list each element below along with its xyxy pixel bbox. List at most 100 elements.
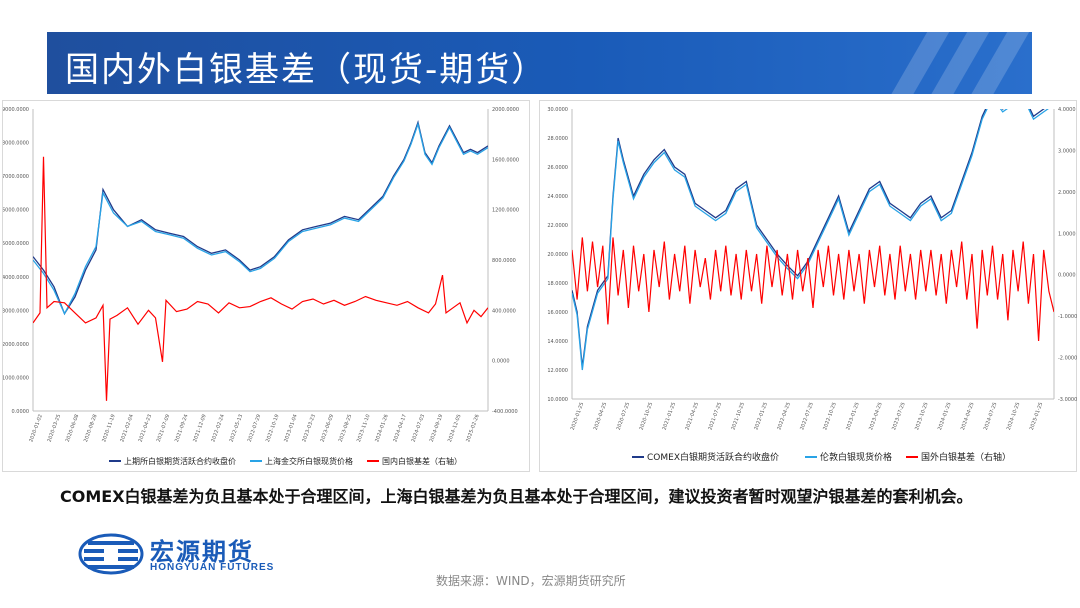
right-tick-label: -400.0000 [492,409,518,415]
right-tick-label: 0.0000 [1058,273,1076,279]
x-tick-label: 2021-07-09 [156,414,172,443]
left-tick-label: 4000.0000 [3,275,29,281]
x-tick-label: 2020-01-25 [570,402,586,431]
x-tick-label: 2021-01-25 [662,402,678,431]
legend-label: 国内白银基差（右轴） [382,456,462,466]
right-tick-label: 400.0000 [492,308,516,314]
chart-foreign-basis: 30.0000 28.0000 26.0000 24.0000 22.0000 20.00… [539,100,1077,472]
left-tick-label: 14.0000 [547,339,568,345]
legend-label: COMEX白银期货活跃合约收盘价 [647,451,779,463]
left-tick-label: 30.0000 [547,107,568,113]
left-tick-label: 24.0000 [547,194,568,200]
chart-domestic-basis: 9000.0000 8000.0000 7000.0000 6000.0000 5000… [2,100,530,472]
chart-domestic-svg: 9000.0000 8000.0000 7000.0000 6000.0000 5000… [3,107,519,466]
legend-label: 上期所白银期货活跃合约收盘价 [124,456,236,466]
x-tick-label: 2023-11-10 [356,414,372,443]
x-tick-label: 2020-11-19 [101,414,117,443]
x-tick-label: 2022-10-25 [822,402,838,431]
x-tick-label: 2023-07-25 [891,402,907,431]
series-line-1 [572,109,1045,368]
x-tick-label: 2024-04-25 [960,402,976,431]
left-tick-label: 6000.0000 [3,208,29,214]
x-tick-label: 2020-08-28 [83,414,99,443]
conclusion-text: COMEX白银基差为负且基本处于合理区间，上海白银基差为负且基本处于合理区间，建… [60,487,973,506]
series-line-2 [33,121,488,316]
x-tick-label: 2023-03-23 [301,414,317,443]
x-tick-label: 2024-01-26 [374,414,390,443]
series-line-3 [572,237,1054,342]
series-line-2 [572,109,1049,371]
page-title: 国内外白银基差（现货-期货） [65,50,548,90]
right-tick-label: 2000.0000 [492,107,519,113]
legend-label: 伦敦白银现货价格 [820,451,892,463]
x-tick-label: 2021-09-24 [174,414,190,443]
x-tick-label: 2024-12-05 [447,414,463,443]
left-tick-label: 18.0000 [547,281,568,287]
logo-cn: 宏源期货 [150,538,254,566]
left-tick-label: 10.0000 [547,397,568,403]
chart-foreign-svg: 30.0000 28.0000 26.0000 24.0000 22.0000 20.00… [547,107,1077,463]
series-line-1 [33,120,488,316]
company-logo: 宏源期货 HONGYUAN FUTURES [78,530,318,576]
x-tick-label: 2023-06-09 [320,414,336,443]
left-tick-label: 2000.0000 [3,342,29,348]
right-tick-label: 0.0000 [492,359,510,365]
left-tick-label: 20.0000 [547,252,568,258]
x-tick-label: 2025-02-26 [465,414,481,443]
left-tick-label: 12.0000 [547,368,568,374]
x-tick-label: 2024-07-03 [411,414,427,443]
x-tick-label: 2024-10-25 [1006,402,1022,431]
title-bar: 国内外白银基差（现货-期货） [47,32,1032,94]
x-tick-label: 2024-09-19 [429,414,445,443]
x-tick-label: 2020-07-25 [616,402,632,431]
x-tick-label: 2020-04-25 [593,402,609,431]
left-tick-label: 7000.0000 [3,174,29,180]
x-tick-label: 2022-07-25 [799,402,815,431]
x-tick-label: 2022-05-13 [229,414,245,443]
legend-label: 上海金交所白银现货价格 [265,456,353,466]
x-tick-label: 2021-04-25 [685,402,701,431]
right-tick-label: -2.0000 [1058,356,1077,362]
legend-label: 国外白银基差（右轴） [921,451,1011,463]
left-tick-label: 16.0000 [547,310,568,316]
x-tick-label: 2021-07-25 [707,402,723,431]
right-tick-label: -1.0000 [1058,314,1077,320]
x-tick-label: 2024-07-25 [983,402,999,431]
x-tick-label: 2024-04-17 [392,414,408,443]
x-tick-label: 2021-02-04 [119,414,135,443]
x-tick-label: 2022-04-25 [776,402,792,431]
data-source: 数据来源：WIND，宏源期货研究所 [436,574,626,588]
x-tick-label: 2020-10-25 [639,402,655,431]
x-tick-label: 2021-12-09 [192,414,208,443]
right-tick-label: 2.0000 [1058,190,1076,196]
logo-mark-icon [78,533,144,575]
right-tick-label: 1200.0000 [492,208,519,214]
x-tick-label: 2020-01-02 [28,414,44,443]
left-tick-label: 0.0000 [12,409,30,415]
x-tick-label: 2022-10-19 [265,414,281,443]
series-line-3 [33,156,488,401]
right-tick-label: 1.0000 [1058,231,1076,237]
x-tick-label: 2021-10-25 [730,402,746,431]
right-tick-label: -3.0000 [1058,397,1077,403]
x-tick-label: 2023-01-25 [845,402,861,431]
x-tick-label: 2023-01-04 [283,414,299,443]
x-tick-label: 2024-01-25 [937,402,953,431]
x-tick-label: 2023-10-25 [914,402,930,431]
right-tick-label: 4.0000 [1058,107,1076,113]
left-tick-label: 9000.0000 [3,107,29,113]
x-tick-label: 2023-04-25 [868,402,884,431]
left-tick-label: 5000.0000 [3,241,29,247]
right-tick-label: 800.0000 [492,258,516,264]
logo-en: HONGYUAN FUTURES [150,562,275,573]
right-tick-label: 3.0000 [1058,148,1076,154]
left-tick-label: 1000.0000 [3,375,29,381]
x-tick-label: 2020-03-25 [47,414,63,443]
x-tick-label: 2022-01-25 [753,402,769,431]
x-tick-label: 2025-01-25 [1029,402,1045,431]
x-tick-label: 2020-06-08 [65,414,81,443]
x-tick-label: 2022-07-29 [247,414,263,443]
left-tick-label: 22.0000 [547,223,568,229]
x-tick-label: 2021-04-23 [138,414,154,443]
x-tick-label: 2023-08-25 [338,414,354,443]
